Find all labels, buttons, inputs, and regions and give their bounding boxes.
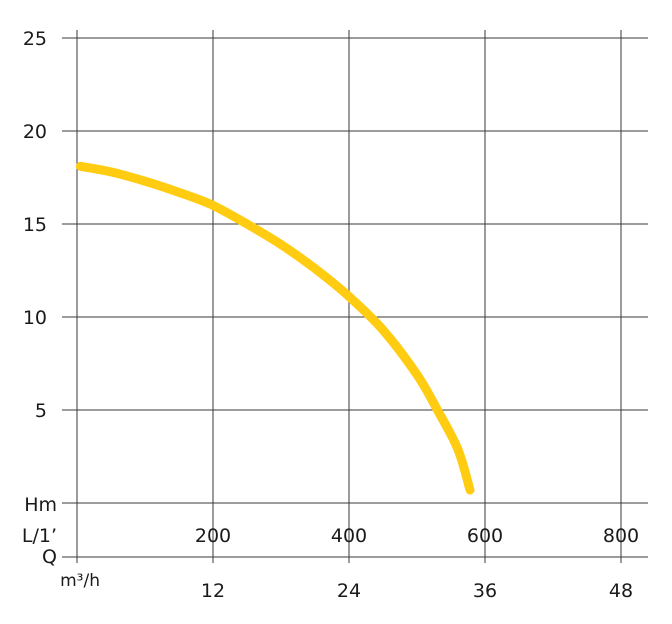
y-axis-label: Hm bbox=[24, 494, 57, 516]
y-tick-label-5: 5 bbox=[35, 400, 47, 422]
x-tick-label-m3h-48: 48 bbox=[609, 580, 633, 602]
y-tick-label-15: 15 bbox=[23, 214, 47, 236]
x-tick-label-lpm-200: 200 bbox=[195, 525, 231, 547]
labels: Hm L/1’ Q m³/h 5 10 15 20 25 200 400 600 800 12 24… bbox=[22, 28, 639, 602]
y-tick-label-20: 20 bbox=[23, 121, 47, 143]
x-tick-label-lpm-800: 800 bbox=[603, 525, 639, 547]
curve-layer bbox=[75, 161, 475, 495]
x-axis-label-flow-lpm: L/1’ bbox=[22, 525, 57, 547]
x-axis-label-q: Q bbox=[42, 546, 57, 568]
x-tick-label-m3h-12: 12 bbox=[201, 580, 225, 602]
x-tick-label-lpm-600: 600 bbox=[467, 525, 503, 547]
y-tick-label-25: 25 bbox=[23, 28, 47, 50]
x-axis-unit-m3h: m³/h bbox=[60, 571, 100, 591]
y-tick-label-10: 10 bbox=[23, 307, 47, 329]
x-tick-label-m3h-36: 36 bbox=[473, 580, 497, 602]
x-tick-label-m3h-24: 24 bbox=[337, 580, 361, 602]
performance-curve-0 bbox=[75, 161, 475, 495]
x-tick-label-lpm-400: 400 bbox=[331, 525, 367, 547]
